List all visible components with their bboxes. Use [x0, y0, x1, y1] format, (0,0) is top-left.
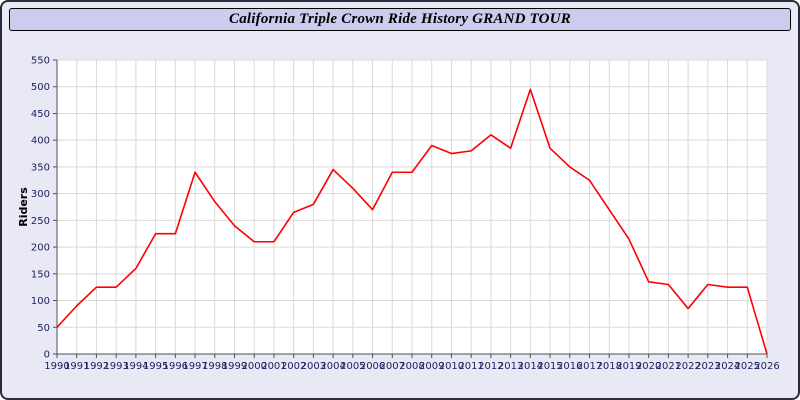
svg-text:2012: 2012: [478, 361, 503, 372]
svg-text:2006: 2006: [360, 361, 385, 372]
svg-text:2007: 2007: [380, 361, 405, 372]
svg-text:2021: 2021: [656, 361, 681, 372]
svg-text:250: 250: [31, 216, 50, 227]
svg-text:150: 150: [31, 269, 50, 280]
svg-text:1997: 1997: [182, 361, 207, 372]
svg-text:2002: 2002: [281, 361, 306, 372]
svg-text:50: 50: [37, 323, 50, 334]
svg-text:550: 550: [31, 56, 50, 67]
svg-text:1992: 1992: [84, 361, 109, 372]
svg-text:0: 0: [44, 350, 50, 361]
x-axis-labels: 1990199119921993199419951996199719981999…: [44, 354, 780, 372]
svg-text:2019: 2019: [616, 361, 641, 372]
svg-text:2016: 2016: [557, 361, 582, 372]
svg-text:2015: 2015: [537, 361, 562, 372]
svg-text:2004: 2004: [320, 361, 345, 372]
y-axis-title: Riders: [17, 187, 30, 227]
svg-text:2020: 2020: [636, 361, 661, 372]
svg-text:1999: 1999: [222, 361, 247, 372]
riders-data-line: [56, 88, 768, 355]
svg-text:2017: 2017: [577, 361, 602, 372]
svg-text:2023: 2023: [695, 361, 720, 372]
svg-text:300: 300: [31, 189, 50, 200]
svg-text:1998: 1998: [202, 361, 227, 372]
chart-title-bar: California Triple Crown Ride History GRA…: [9, 8, 791, 31]
svg-text:2008: 2008: [399, 361, 424, 372]
svg-text:2022: 2022: [675, 361, 700, 372]
svg-text:2005: 2005: [340, 361, 365, 372]
svg-text:200: 200: [31, 243, 50, 254]
svg-text:2018: 2018: [596, 361, 621, 372]
ride-history-line-chart: 0501001502002503003504004505005501990199…: [17, 56, 780, 373]
svg-text:1994: 1994: [123, 361, 148, 372]
svg-text:2010: 2010: [439, 361, 464, 372]
svg-text:500: 500: [31, 82, 50, 93]
svg-text:2001: 2001: [261, 361, 286, 372]
svg-text:350: 350: [31, 162, 50, 173]
svg-text:1996: 1996: [163, 361, 188, 372]
svg-text:1995: 1995: [143, 361, 168, 372]
svg-text:2024: 2024: [715, 361, 740, 372]
svg-text:1993: 1993: [103, 361, 128, 372]
svg-text:2013: 2013: [498, 361, 523, 372]
svg-text:2009: 2009: [419, 361, 444, 372]
svg-text:2026: 2026: [754, 361, 779, 372]
svg-text:100: 100: [31, 296, 50, 307]
svg-text:1991: 1991: [64, 361, 89, 372]
svg-text:1990: 1990: [44, 361, 69, 372]
svg-text:2014: 2014: [518, 361, 543, 372]
svg-text:2000: 2000: [241, 361, 266, 372]
svg-text:2003: 2003: [301, 361, 326, 372]
y-axis-labels: 0 50 100 150 200 250 300 350 400 450 500 550: [31, 56, 57, 361]
svg-text:2025: 2025: [735, 361, 760, 372]
chart-title: California Triple Crown Ride History GRA…: [229, 11, 571, 27]
svg-text:450: 450: [31, 109, 50, 120]
svg-text:400: 400: [31, 136, 50, 147]
svg-text:2011: 2011: [458, 361, 483, 372]
gridlines: [56, 59, 768, 355]
